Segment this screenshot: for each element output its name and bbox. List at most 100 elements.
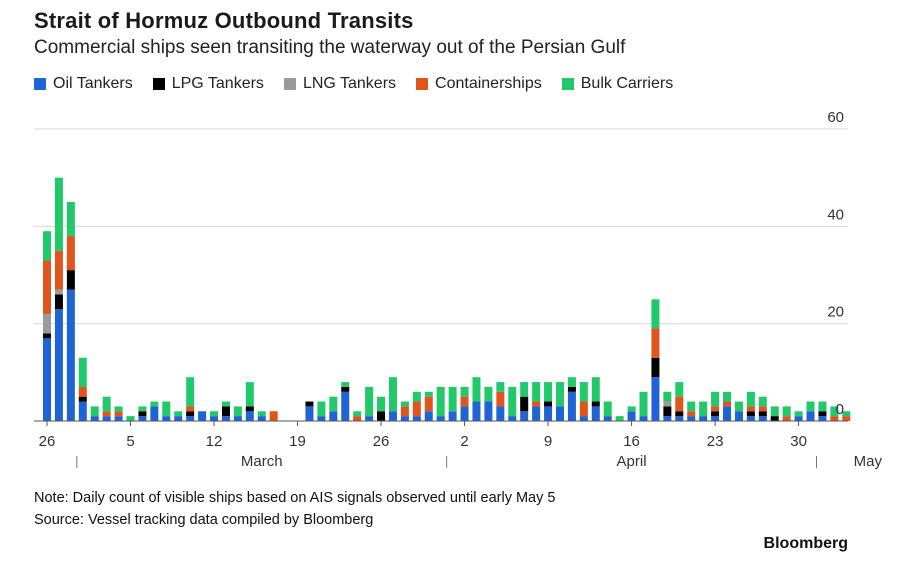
bar-apr-20-bulk-carriers [675,382,684,397]
bar-apr-24-containerships [723,401,732,407]
bar-mar-28-bulk-carriers [400,401,409,407]
month-label-april: April [617,453,647,470]
bar-feb-28-containerships [66,236,75,271]
bar-mar-7-bulk-carriers [150,401,159,407]
bar-apr-12-containerships [579,401,588,417]
bar-apr-21-containerships [687,411,696,417]
bar-mar-15-lpg-tankers [245,406,254,412]
legend-item-lng-tankers: LNG Tankers [283,75,397,93]
bar-mar-10-bulk-carriers [186,377,195,407]
bar-may-1-oil-tankers [806,411,815,421]
bars [43,177,851,421]
x-tick-label-7: 16 [623,433,640,450]
bar-apr-5-bulk-carriers [496,382,505,392]
bar-apr-10-bulk-carriers [555,382,564,407]
bar-mar-15-bulk-carriers [245,382,254,407]
bar-apr-7-bulk-carriers [520,382,529,397]
bar-apr-26-lpg-tankers [746,411,755,417]
bar-apr-21-bulk-carriers [687,401,696,412]
gridlines [34,128,848,325]
bar-mar-15-oil-tankers [245,411,254,421]
bar-mar-25-oil-tankers [365,416,374,421]
bar-apr-2-containerships [460,396,469,407]
bar-apr-2-oil-tankers [460,406,469,421]
bar-apr-27-bulk-carriers [758,396,767,407]
bar-mar-13-lpg-tankers [221,406,230,417]
bar-apr-5-oil-tankers [496,406,505,421]
bar-apr-23-bulk-carriers [711,391,720,407]
bar-mar-7-oil-tankers [150,406,159,421]
bar-apr-1-bulk-carriers [448,386,457,412]
bar-mar-13-bulk-carriers [221,401,230,407]
bar-may-2-lpg-tankers [818,411,827,417]
bar-mar-10-containerships [186,406,195,412]
bar-apr-20-containerships [675,396,684,412]
bar-apr-25-oil-tankers [734,411,743,421]
bar-apr-17-oil-tankers [639,416,648,421]
bar-mar-14-oil-tankers [233,416,242,421]
bar-apr-23-oil-tankers [711,416,720,421]
month-label-march: March [241,453,283,470]
bar-apr-8-oil-tankers [532,406,541,421]
bar-mar-24-bulk-carriers [353,411,362,417]
bar-apr-24-oil-tankers [723,406,732,421]
legend-label-lng-tankers: LNG Tankers [302,75,397,92]
bar-apr-19-oil-tankers [663,416,672,421]
bar-mar-3-oil-tankers [102,416,111,421]
bar-mar-23-bulk-carriers [341,382,350,387]
bar-apr-17-bulk-carriers [639,391,648,417]
bar-mar-1-lpg-tankers [78,396,87,402]
bar-mar-4-oil-tankers [114,416,123,421]
legend-swatch-containerships [416,78,429,90]
bar-mar-6-bulk-carriers [138,406,147,412]
bar-may-3-containerships [830,416,839,421]
bar-mar-25-bulk-carriers [365,386,374,417]
bar-apr-12-bulk-carriers [579,382,588,402]
bar-apr-19-lpg-tankers [663,406,672,417]
bar-apr-18-containerships [651,328,660,358]
bar-apr-1-oil-tankers [448,411,457,421]
bar-mar-20-lpg-tankers [305,401,314,407]
x-axis: 26 5 12 19 26 2 9 16 23 30 March April May [34,420,882,470]
x-tick-label-0: 26 [39,433,56,450]
bar-mar-26-bulk-carriers [377,396,386,412]
legend-label-bulk-carriers: Bulk Carriers [580,75,674,92]
legend-item-containerships: Containerships [416,75,542,93]
bar-mar-8-bulk-carriers [162,401,171,417]
bar-mar-30-oil-tankers [424,411,433,421]
bar-apr-8-containerships [532,401,541,407]
bar-apr-19-bulk-carriers [663,391,672,402]
bar-apr-9-bulk-carriers [544,382,553,402]
bar-mar-31-oil-tankers [436,416,445,421]
bar-feb-28-oil-tankers [66,289,75,421]
bar-apr-3-oil-tankers [472,401,481,421]
bar-apr-21-oil-tankers [687,416,696,421]
bar-mar-27-bulk-carriers [388,377,397,412]
bar-feb-27-oil-tankers [54,309,63,421]
bar-apr-9-lpg-tankers [544,401,553,407]
bar-mar-23-oil-tankers [341,391,350,421]
bar-may-4-bulk-carriers [842,411,851,417]
legend-label-lpg-tankers: LPG Tankers [171,75,264,92]
bar-feb-27-lpg-tankers [54,294,63,310]
x-tick-label-8: 23 [707,433,724,450]
bar-may-4-containerships [842,416,851,421]
bar-apr-7-oil-tankers [520,411,529,421]
bar-apr-23-containerships [711,406,720,412]
bar-apr-9-oil-tankers [544,406,553,421]
bar-mar-8-oil-tankers [162,416,171,421]
bar-apr-12-oil-tankers [579,416,588,421]
bar-mar-9-bulk-carriers [174,411,183,417]
bar-apr-16-oil-tankers [627,411,636,421]
bar-apr-18-lpg-tankers [651,357,660,378]
y-tick-label-20: 20 [827,304,844,321]
bar-apr-13-bulk-carriers [591,377,600,402]
bar-mar-22-bulk-carriers [329,396,338,412]
note-text: Note: Daily count of visible ships based… [34,490,556,506]
bar-apr-19-lng-tankers [663,401,672,407]
bar-apr-14-bulk-carriers [603,401,612,417]
bar-apr-28-lpg-tankers [770,416,779,421]
bar-mar-30-bulk-carriers [424,391,433,397]
legend-item-oil-tankers: Oil Tankers [34,75,133,93]
bar-mar-17-containerships [269,411,278,421]
